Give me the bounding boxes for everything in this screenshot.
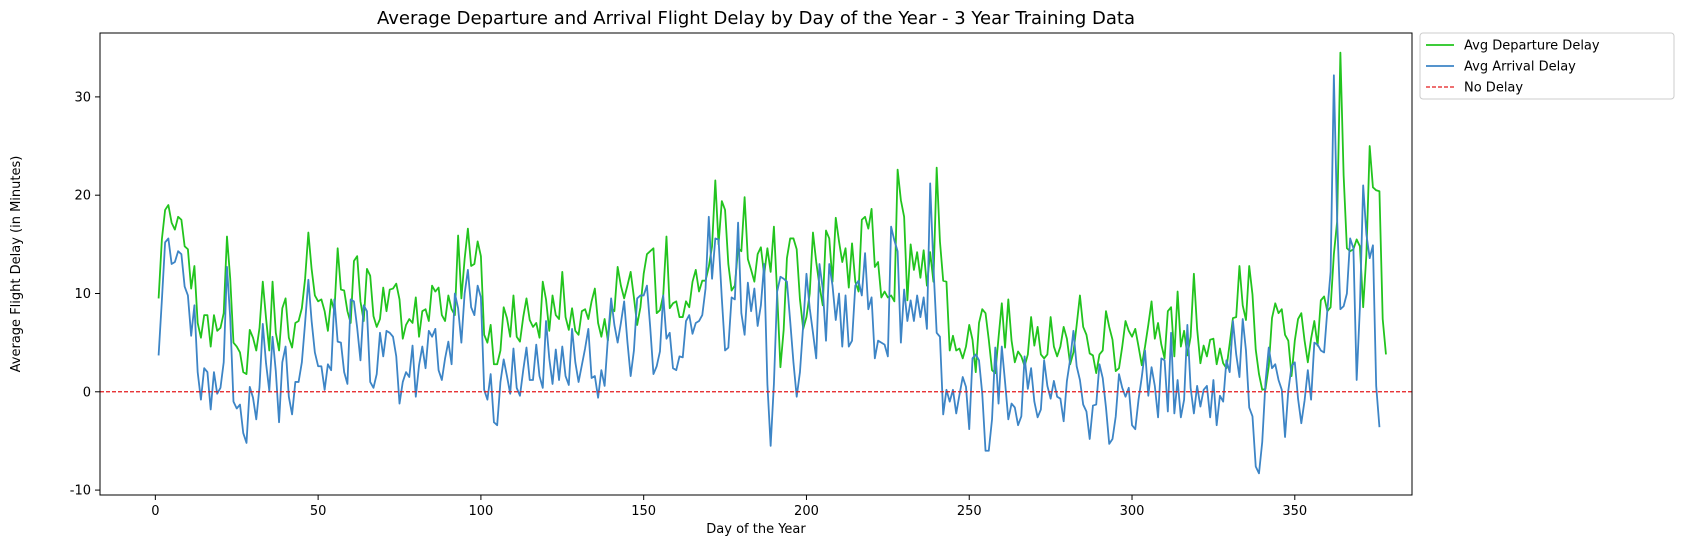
x-tick-label: 150	[631, 504, 656, 519]
series-line-avg-arrival-delay	[157, 74, 1381, 475]
legend-label-no-delay: No Delay	[1464, 81, 1523, 96]
y-tick-label: 10	[74, 287, 91, 302]
x-tick-label: 50	[310, 504, 327, 519]
x-tick-label: 350	[1282, 504, 1307, 519]
x-tick-label: 200	[794, 504, 819, 519]
plot-frame	[99, 32, 1413, 496]
y-tick-label: 20	[74, 189, 91, 204]
y-tick-label: 30	[74, 90, 91, 105]
x-axis-label: Day of the Year	[706, 522, 806, 537]
x-tick-label: 250	[957, 504, 982, 519]
legend-box	[1419, 32, 1675, 100]
y-axis-label: Average Flight Delay (in Minutes)	[9, 156, 24, 373]
legend-label-avg-arrival-delay: Avg Arrival Delay	[1464, 60, 1576, 75]
y-tick-label: 0	[83, 385, 91, 400]
x-tick-label: 300	[1120, 504, 1145, 519]
x-tick-label: 0	[151, 504, 159, 519]
plot-area	[100, 51, 1412, 475]
axis-ticks: 0 50 100 150 200 250 300 350 -10 0 10 20 30	[70, 90, 1307, 519]
chart-title: Average Departure and Arrival Flight Del…	[377, 8, 1135, 29]
y-tick-label: -10	[70, 484, 91, 499]
x-tick-label: 100	[468, 504, 493, 519]
series-line-avg-departure-delay	[157, 51, 1387, 391]
legend-label-avg-departure-delay: Avg Departure Delay	[1464, 39, 1600, 54]
legend: Avg Departure Delay Avg Arrival Delay No D…	[1419, 32, 1675, 100]
